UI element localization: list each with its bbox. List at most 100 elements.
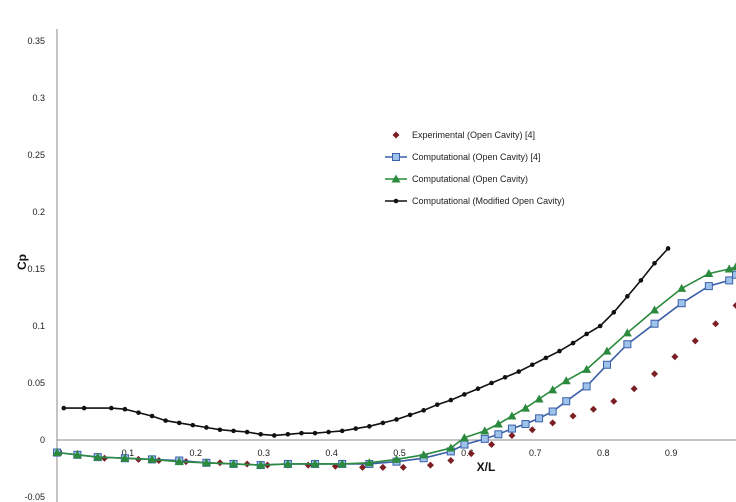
data-point <box>61 405 67 411</box>
legend-marker <box>392 131 400 139</box>
data-point <box>339 428 345 434</box>
data-point <box>516 369 522 374</box>
data-point <box>507 424 516 433</box>
data-point <box>120 453 130 462</box>
data-point <box>570 340 576 346</box>
data-point <box>725 276 734 285</box>
data-point <box>569 412 577 420</box>
data-point <box>475 386 481 392</box>
x-axis-label: X/L <box>477 460 496 474</box>
data-point <box>611 310 617 315</box>
data-point <box>462 392 467 397</box>
data-point <box>122 406 128 412</box>
data-point <box>419 450 429 459</box>
data-point <box>622 328 632 337</box>
data-point <box>638 278 644 283</box>
legend-entry: Computational (Open Cavity) <box>385 174 528 184</box>
data-point <box>379 463 387 471</box>
axes <box>56 29 736 502</box>
series-4 <box>61 246 671 438</box>
legend-marker <box>391 174 401 183</box>
data-point <box>665 246 671 251</box>
data-point <box>650 305 660 314</box>
data-point <box>426 461 434 469</box>
series-1 <box>73 301 736 471</box>
data-point <box>535 414 544 423</box>
legend-label: Experimental (Open Cavity) [4] <box>412 130 535 140</box>
y-tick-label: 0.1 <box>32 321 45 331</box>
x-tick-label: 0.6 <box>461 448 474 458</box>
x-tick-label: 0.2 <box>190 448 203 458</box>
y-tick-label: 0 <box>40 435 45 445</box>
data-point <box>399 463 407 471</box>
x-tick-label: 0.8 <box>597 448 610 458</box>
data-point <box>364 458 374 467</box>
data-point <box>394 417 399 422</box>
data-point <box>217 427 223 433</box>
legend-label: Computational (Open Cavity) [4] <box>412 152 541 162</box>
data-point <box>602 360 611 369</box>
data-point <box>201 458 211 467</box>
legend-entry: Experimental (Open Cavity) [4] <box>392 130 535 140</box>
data-point <box>543 355 549 361</box>
data-point <box>353 426 359 431</box>
data-point <box>528 426 536 434</box>
data-point <box>407 412 413 418</box>
data-point <box>521 420 530 429</box>
data-point <box>493 419 503 428</box>
x-tick-label: 0.1 <box>122 448 135 458</box>
data-point <box>549 419 557 427</box>
y-tick-label: 0.35 <box>27 36 45 46</box>
x-tick-label: 0.9 <box>665 448 678 458</box>
data-point <box>460 440 469 449</box>
data-point <box>359 463 367 471</box>
data-point <box>704 282 713 291</box>
data-point <box>448 397 454 403</box>
data-point <box>677 299 686 308</box>
data-point <box>271 433 277 438</box>
data-point <box>283 459 293 468</box>
data-point <box>630 385 638 393</box>
legend-label: Computational (Modified Open Cavity) <box>412 196 565 206</box>
data-point <box>304 461 312 469</box>
data-point <box>602 346 612 355</box>
data-point <box>732 301 736 309</box>
data-point <box>625 294 630 299</box>
data-point <box>52 448 62 457</box>
data-point <box>190 422 196 428</box>
data-point <box>326 429 331 435</box>
series-3 <box>52 262 736 469</box>
y-tick-label: 0.05 <box>27 378 45 388</box>
data-point <box>521 403 531 412</box>
x-tick-label: 0.5 <box>393 448 406 458</box>
data-point <box>488 441 496 449</box>
data-point <box>72 450 82 459</box>
data-point <box>285 432 291 437</box>
legend-marker <box>392 153 400 161</box>
data-point <box>258 432 264 437</box>
tick-labels: -0.0500.050.10.150.20.250.30.3500.10.20.… <box>24 36 677 502</box>
data-point <box>561 376 571 385</box>
data-point <box>446 443 456 452</box>
data-point <box>557 348 562 354</box>
data-point <box>174 457 184 466</box>
data-point <box>467 450 475 458</box>
x-tick-label: 0.3 <box>257 448 270 458</box>
y-tick-label: -0.05 <box>24 492 45 502</box>
data-point <box>502 375 508 380</box>
data-point <box>589 405 597 413</box>
data-point <box>421 408 426 413</box>
legend-entry: Computational (Open Cavity) [4] <box>385 152 541 162</box>
data-point <box>652 261 657 266</box>
data-point <box>548 407 557 416</box>
data-point <box>704 269 714 278</box>
data-point <box>651 370 659 378</box>
data-point <box>712 320 720 328</box>
data-point <box>380 420 386 426</box>
series-2 <box>53 270 736 470</box>
data-point <box>507 411 517 420</box>
data-point <box>312 430 318 436</box>
data-point <box>256 460 266 469</box>
data-point <box>299 430 304 436</box>
y-tick-label: 0.2 <box>32 207 45 217</box>
